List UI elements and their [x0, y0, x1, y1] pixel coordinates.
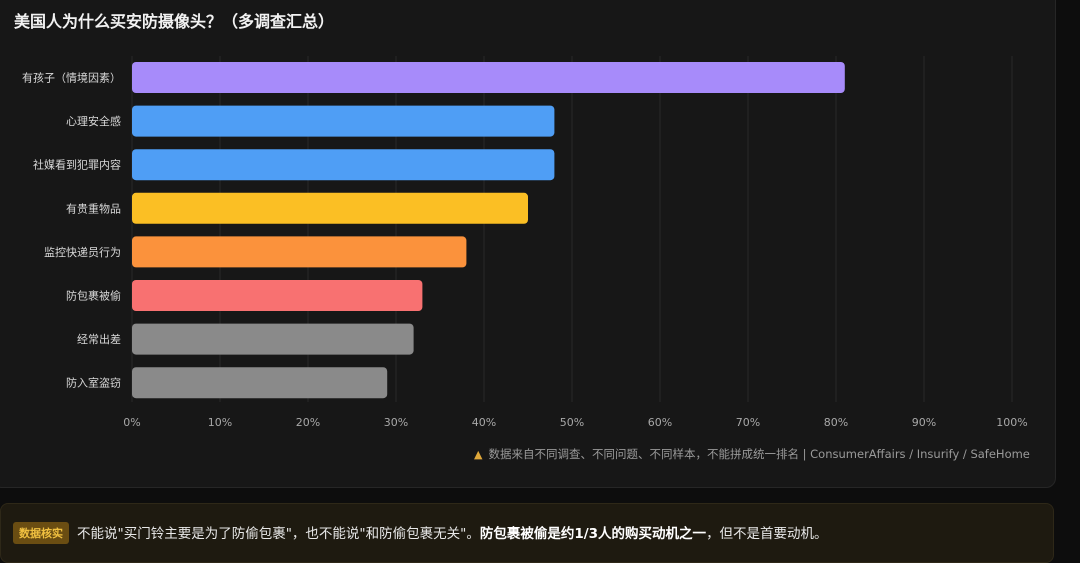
- category-label: 有孩子（情境因素）: [22, 71, 121, 85]
- x-tick-label: 10%: [208, 416, 232, 429]
- x-tick-label: 100%: [996, 416, 1027, 429]
- category-label: 有贵重物品: [66, 201, 121, 215]
- x-tick-label: 40%: [472, 416, 496, 429]
- bar: [132, 149, 555, 181]
- chart-title: 美国人为什么买安防摄像头？（多调查汇总）: [14, 12, 335, 31]
- category-label: 防包裹被偷: [66, 289, 121, 303]
- callout-text-1: 不能说"买门铃主要是为了防偷包裹"，也不能说"和防偷包裹无关"。: [77, 526, 480, 542]
- bar: [132, 367, 388, 399]
- bar: [132, 280, 423, 311]
- x-tick-label: 30%: [384, 416, 408, 429]
- callout-text-bold: 防包裹被偷是约1/3人的购买动机之一: [479, 526, 707, 542]
- x-tick-label: 70%: [736, 416, 760, 429]
- callout-text-2: ，但不是首要动机。: [706, 526, 828, 542]
- bar: [132, 62, 845, 93]
- bar: [132, 192, 528, 224]
- category-label: 监控快递员行为: [44, 245, 121, 259]
- warning-icon: ▲: [474, 448, 483, 461]
- fact-check-badge: 数据核实: [13, 522, 69, 544]
- fact-check-callout: 数据核实 不能说"买门铃主要是为了防偷包裹"，也不能说"和防偷包裹无关"。防包裹被…: [0, 503, 1054, 563]
- bar: [132, 105, 555, 137]
- bar: [132, 323, 414, 355]
- x-tick-label: 0%: [123, 416, 140, 429]
- category-label: 社媒看到犯罪内容: [33, 158, 121, 172]
- bar: [132, 236, 467, 268]
- source-note-text: 数据来自不同调查、不同问题、不同样本，不能拼成统一排名 | ConsumerAf…: [488, 447, 1030, 461]
- source-note: ▲ 数据来自不同调查、不同问题、不同样本，不能拼成统一排名 | ConsumerA…: [474, 446, 1030, 462]
- x-tick-label: 60%: [648, 416, 672, 429]
- x-tick-label: 80%: [824, 416, 848, 429]
- category-label: 防入室盗窃: [66, 376, 121, 390]
- category-label: 心理安全感: [66, 114, 121, 128]
- x-tick-label: 90%: [912, 416, 936, 429]
- x-tick-label: 50%: [560, 416, 584, 429]
- category-label: 经常出差: [77, 332, 121, 346]
- x-tick-label: 20%: [296, 416, 320, 429]
